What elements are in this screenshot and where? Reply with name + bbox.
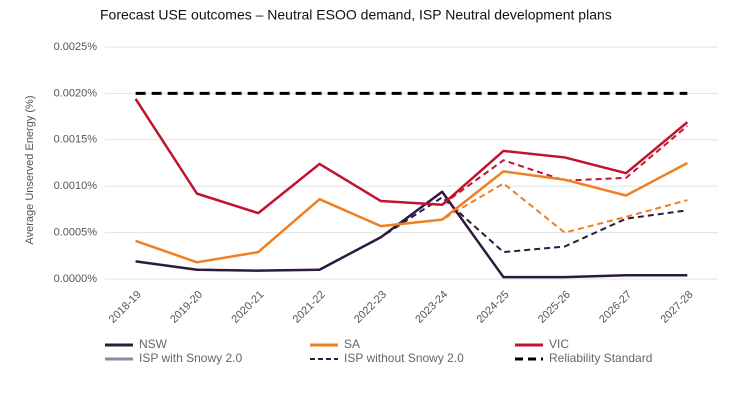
y-axis-label: Average Unserved Energy (%) xyxy=(24,96,36,245)
line-with-snowy xyxy=(135,190,688,279)
legend-label: SA xyxy=(344,337,360,351)
y-tick-label: 0.0015% xyxy=(54,134,98,146)
x-tick-label: 2027-28 xyxy=(658,289,695,326)
x-tick-label: 2025-26 xyxy=(536,289,573,326)
legend-label: NSW xyxy=(139,337,168,351)
x-tick-label: 2020-21 xyxy=(229,289,266,326)
chart-title: Forecast USE outcomes – Neutral ESOO dem… xyxy=(100,7,612,23)
legend-label: VIC xyxy=(549,337,569,351)
line-with-snowy xyxy=(135,161,688,264)
y-tick-label: 0.0010% xyxy=(54,180,98,192)
x-tick-label: 2023-24 xyxy=(413,289,450,326)
legend-label: Reliability Standard xyxy=(549,351,652,365)
y-tick-label: 0.0000% xyxy=(54,273,98,285)
legend-label: ISP with Snowy 2.0 xyxy=(139,351,242,365)
line-without-snowy xyxy=(134,98,688,215)
y-tick-label: 0.0025% xyxy=(54,41,98,53)
x-tick-label: 2021-22 xyxy=(291,289,328,326)
y-tick-label: 0.0005% xyxy=(54,227,98,239)
x-tick-label: 2024-25 xyxy=(475,289,512,326)
x-tick-label: 2018-19 xyxy=(107,289,144,326)
y-tick-label: 0.0020% xyxy=(54,87,98,99)
x-tick-label: 2022-23 xyxy=(352,289,389,326)
x-tick-label: 2026-27 xyxy=(597,289,634,326)
line-with-snowy xyxy=(134,98,689,215)
legend-label: ISP without Snowy 2.0 xyxy=(344,351,464,365)
x-tick-label: 2019-20 xyxy=(168,289,205,326)
